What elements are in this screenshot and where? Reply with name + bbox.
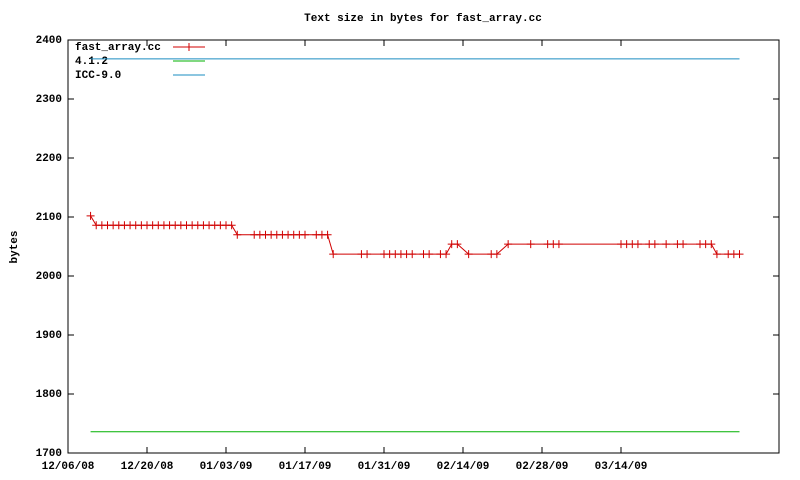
point-marker [408,250,417,259]
point-marker [526,240,535,249]
y-tick-label: 2000 [36,271,62,283]
legend-label: ICC-9.0 [75,70,121,82]
series-line [90,215,740,255]
point-marker [492,250,501,259]
x-tick-label: 02/14/09 [437,461,490,473]
x-tick-label: 02/28/09 [516,461,569,473]
legend-label: 4.1.2 [75,56,108,68]
point-marker [453,240,462,249]
legend-label: fast_array.cc [75,42,161,54]
y-tick-label: 2100 [36,212,62,224]
y-tick-label: 2300 [36,94,62,106]
plot-frame [67,39,780,454]
point-marker [504,240,513,249]
point-marker [554,240,563,249]
x-tick-label: 01/17/09 [279,461,332,473]
x-tick-label: 03/14/09 [595,461,648,473]
point-marker [464,250,473,259]
y-tick-label: 1700 [36,448,62,460]
x-tick-label: 12/20/08 [121,461,174,473]
point-marker [735,250,744,259]
point-marker [662,240,671,249]
point-marker [633,240,642,249]
point-marker [712,250,721,259]
point-marker [233,230,242,239]
y-tick-label: 2200 [36,153,62,165]
point-marker [650,240,659,249]
point-marker [442,250,451,259]
point-marker [363,250,372,259]
point-marker [323,230,332,239]
y-tick-label: 1900 [36,330,62,342]
legend-marker [185,43,193,51]
y-tick-label: 2400 [36,35,62,47]
y-tick-label: 1800 [36,389,62,401]
point-marker [707,240,716,249]
x-tick-label: 12/06/08 [42,461,95,473]
point-marker [227,221,236,230]
point-marker [86,211,95,220]
chart-title: Text size in bytes for fast_array.cc [304,13,542,25]
x-tick-label: 01/03/09 [200,461,253,473]
x-tick-label: 01/31/09 [358,461,411,473]
point-marker [425,250,434,259]
point-marker [301,230,309,239]
point-marker [329,250,338,259]
point-marker [679,240,688,249]
y-axis-label: bytes [9,230,21,263]
